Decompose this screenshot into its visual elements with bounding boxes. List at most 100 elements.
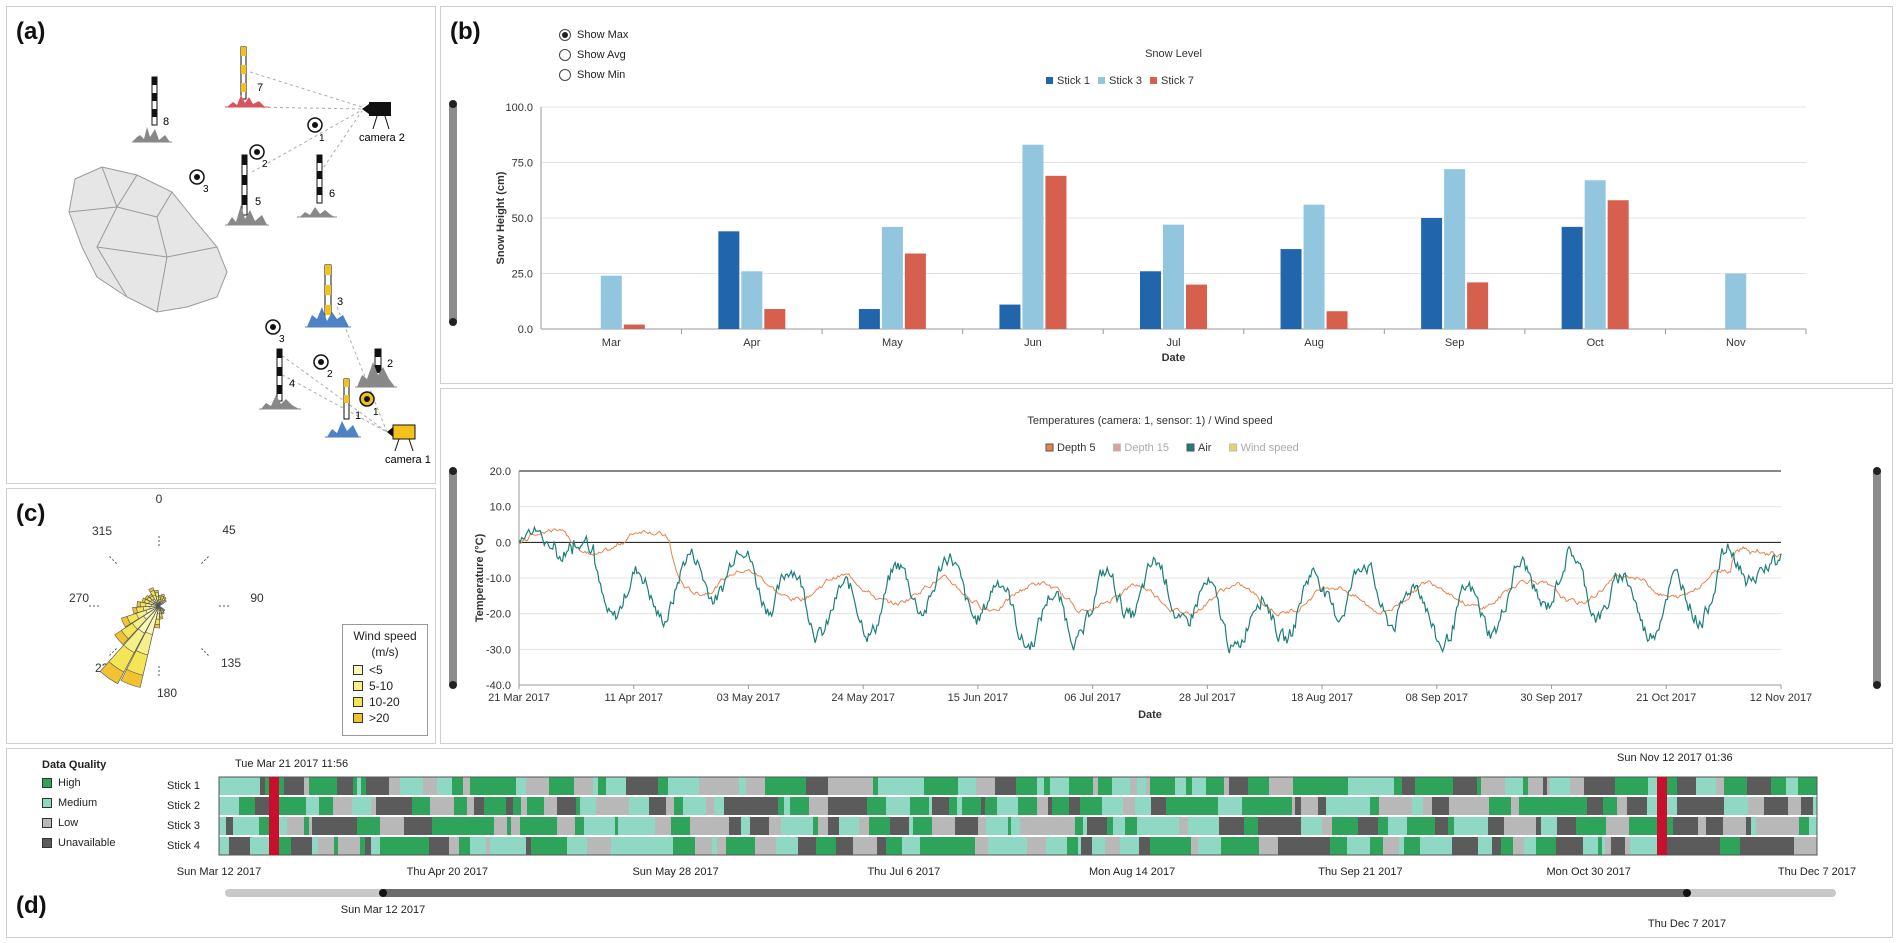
quality-segment[interactable] [399,837,412,855]
quality-segment[interactable] [1481,777,1505,795]
quality-segment[interactable] [1698,817,1706,835]
quality-segment[interactable] [1703,837,1720,855]
bar-stick-1[interactable] [718,231,740,329]
quality-segment[interactable] [1606,817,1629,835]
quality-segment[interactable] [1191,837,1194,855]
quality-segment[interactable] [1771,777,1786,795]
y-scroll-handle-right[interactable] [1873,467,1881,689]
quality-segment[interactable] [549,797,557,815]
quality-segment[interactable] [414,817,432,835]
quality-segment[interactable] [1050,777,1069,795]
quality-segment[interactable] [312,817,315,835]
stick-8[interactable]: 8 [132,76,172,143]
quality-segment[interactable] [816,837,836,855]
quality-segment[interactable] [380,837,399,855]
bar-stick-7[interactable] [1326,311,1348,329]
quality-segment[interactable] [1412,797,1423,815]
bar-stick-7[interactable] [764,309,786,329]
quality-segment[interactable] [1348,797,1370,815]
quality-segment[interactable] [1273,797,1292,815]
quality-segment[interactable] [337,817,357,835]
quality-segment[interactable] [1423,797,1432,815]
quality-segment[interactable] [513,797,521,815]
quality-segment[interactable] [1206,777,1224,795]
bar-stick-7[interactable] [623,324,645,329]
quality-segment[interactable] [1071,817,1075,835]
quality-segment[interactable] [1346,817,1358,835]
quality-segment[interactable] [1605,837,1611,855]
quality-segment[interactable] [1459,817,1470,835]
quality-segment[interactable] [913,837,920,855]
quality-segment[interactable] [1107,817,1113,835]
quality-segment[interactable] [309,817,312,835]
quality-segment[interactable] [366,777,389,795]
quality-segment[interactable] [1706,817,1723,835]
quality-segment[interactable] [1488,817,1504,835]
quality-segment[interactable] [1630,837,1651,855]
quality-segment[interactable] [1587,797,1603,815]
quality-segment[interactable] [1301,797,1318,815]
quality-segment[interactable] [451,817,475,835]
quality-segment[interactable] [1135,797,1151,815]
quality-segment[interactable] [1332,817,1346,835]
quality-segment[interactable] [523,837,526,855]
quality-segment[interactable] [1278,837,1291,855]
quality-segment[interactable] [219,837,229,855]
quality-segment[interactable] [1258,817,1281,835]
bar-stick-1[interactable] [1280,249,1302,329]
quality-segment[interactable] [449,837,459,855]
quality-segment[interactable] [463,777,470,795]
quality-segment[interactable] [1347,837,1370,855]
quality-segment[interactable] [587,837,611,855]
quality-segment[interactable] [658,777,668,795]
wind-sector[interactable] [145,605,160,635]
quality-segment[interactable] [239,797,255,815]
quality-segment[interactable] [318,837,334,855]
quality-segment[interactable] [806,777,828,795]
quality-segment[interactable] [1067,837,1078,855]
sensor-1-top[interactable]: 1 [307,117,325,144]
quality-segment[interactable] [1747,777,1771,795]
quality-segment[interactable] [1307,837,1330,855]
quality-segment[interactable] [1105,837,1120,855]
quality-segment[interactable] [580,797,596,815]
quality-segment[interactable] [641,777,658,795]
quality-segment[interactable] [1472,837,1478,855]
quality-segment[interactable] [755,837,776,855]
quality-segment[interactable] [1011,817,1020,835]
option-show-avg[interactable]: Show Avg [559,49,626,61]
quality-segment[interactable] [1740,837,1756,855]
quality-segment[interactable] [877,837,886,855]
quality-segment[interactable] [1119,797,1123,815]
quality-segment[interactable] [535,817,557,835]
quality-segment[interactable] [1137,777,1146,795]
sensor-2-bottom[interactable]: 2 [313,354,333,380]
quality-segment[interactable] [576,797,580,815]
quality-segment[interactable] [929,797,932,815]
quality-segment[interactable] [997,797,1018,815]
camera-1[interactable]: camera 1 [385,424,431,466]
quality-segment[interactable] [644,817,655,835]
quality-segment[interactable] [642,797,649,815]
quality-segment[interactable] [1087,817,1107,835]
quality-segment[interactable] [765,777,788,795]
quality-segment[interactable] [655,817,671,835]
quality-segment[interactable] [286,797,306,815]
quality-segment[interactable] [360,837,365,855]
quality-segment[interactable] [1746,817,1751,835]
quality-segment[interactable] [1690,837,1703,855]
quality-segment[interactable] [800,817,813,835]
quality-segment[interactable] [1224,777,1229,795]
quality-segment[interactable] [1166,797,1189,815]
quality-segment[interactable] [932,817,955,835]
quality-segment[interactable] [1146,777,1150,795]
quality-segment[interactable] [1083,817,1087,835]
quality-segment[interactable] [769,817,781,835]
quality-segment[interactable] [606,777,626,795]
quality-segment[interactable] [1130,777,1137,795]
quality-segment[interactable] [937,797,949,815]
quality-segment[interactable] [1259,837,1278,855]
quality-segment[interactable] [1454,817,1459,835]
quality-segment[interactable] [1365,817,1378,835]
quality-segment[interactable] [1651,837,1659,855]
